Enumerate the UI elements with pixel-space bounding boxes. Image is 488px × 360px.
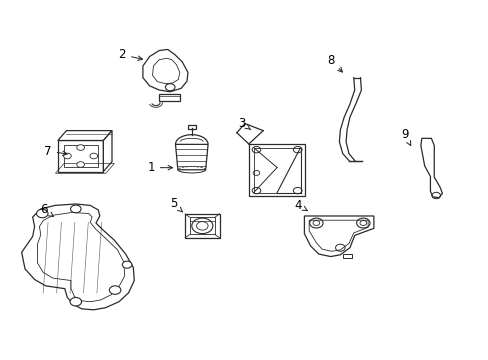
Circle shape bbox=[63, 153, 71, 159]
Text: 4: 4 bbox=[294, 199, 307, 212]
Text: 6: 6 bbox=[41, 203, 53, 217]
Circle shape bbox=[77, 145, 84, 150]
Circle shape bbox=[77, 162, 84, 167]
Circle shape bbox=[109, 286, 121, 294]
Polygon shape bbox=[58, 140, 103, 171]
Circle shape bbox=[122, 261, 132, 268]
Text: 8: 8 bbox=[326, 54, 342, 72]
Text: 9: 9 bbox=[401, 129, 410, 145]
Polygon shape bbox=[58, 131, 112, 140]
Text: 1: 1 bbox=[147, 161, 172, 174]
Text: 3: 3 bbox=[238, 117, 250, 130]
Circle shape bbox=[70, 297, 81, 306]
Text: 7: 7 bbox=[44, 145, 67, 158]
Circle shape bbox=[90, 153, 98, 159]
Text: 2: 2 bbox=[118, 48, 142, 61]
Polygon shape bbox=[103, 131, 112, 171]
Polygon shape bbox=[420, 138, 442, 198]
Circle shape bbox=[70, 205, 81, 213]
Circle shape bbox=[37, 209, 48, 218]
Text: 5: 5 bbox=[169, 198, 182, 212]
Polygon shape bbox=[21, 204, 134, 310]
